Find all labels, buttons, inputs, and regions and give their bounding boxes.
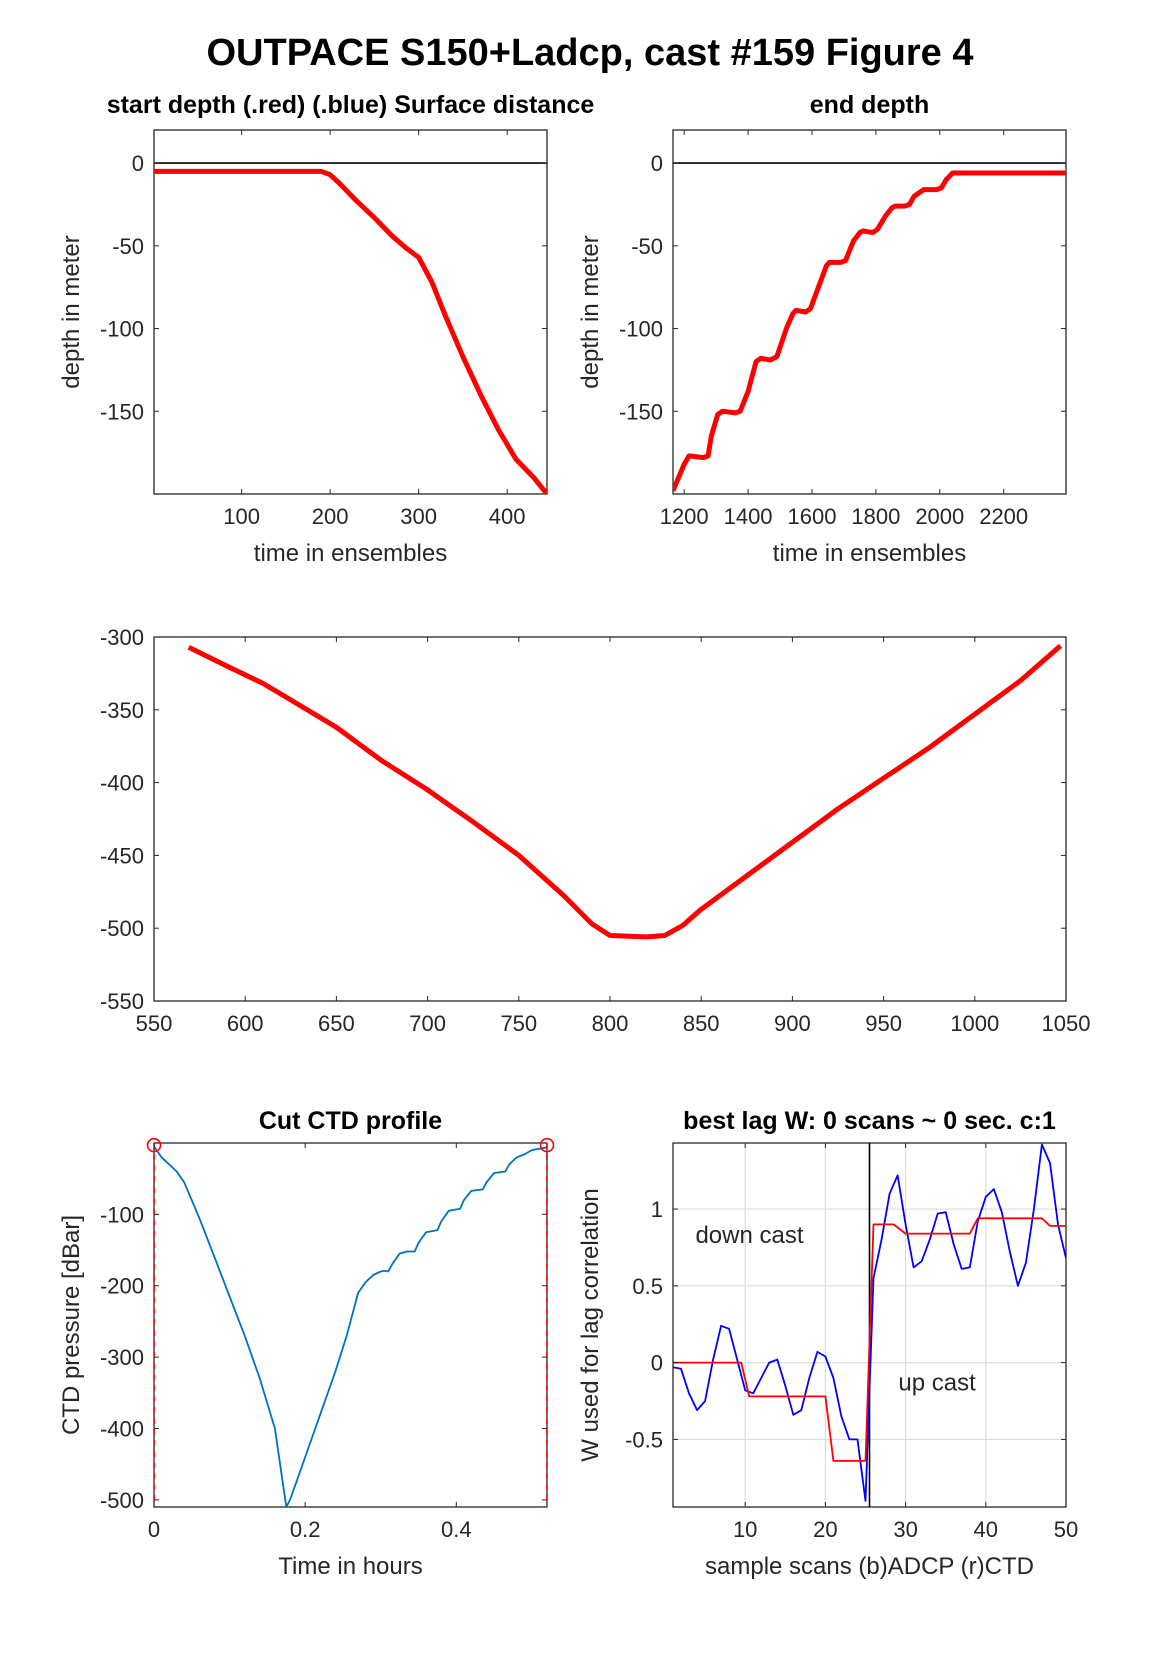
x-tick-label: 800: [592, 1011, 629, 1036]
y-tick-label: -350: [100, 698, 144, 723]
x-axis-label: sample scans (b)ADCP (r)CTD: [705, 1553, 1034, 1580]
y-tick-label: -400: [100, 771, 144, 796]
x-axis-label: time in ensembles: [254, 540, 447, 567]
chart-title: best lag W: 0 scans ~ 0 sec. c:1: [683, 1107, 1056, 1135]
series-line-adcp: [673, 1143, 1066, 1502]
x-tick-label: 1600: [788, 504, 837, 529]
x-tick-label: 400: [489, 504, 526, 529]
x-tick-label: 0.2: [290, 1517, 321, 1542]
y-tick-label: -100: [100, 317, 144, 342]
y-tick-label: -500: [100, 916, 144, 941]
x-tick-label: 1800: [851, 504, 900, 529]
y-tick-label: -450: [100, 843, 144, 868]
y-axis-label: CTD pressure [dBar]: [58, 1215, 85, 1435]
x-tick-label: 30: [893, 1517, 917, 1542]
x-tick-label: 1400: [724, 504, 773, 529]
plot-layer: [154, 162, 547, 494]
plot-layer: [154, 1143, 547, 1507]
series-line-0: [673, 170, 1066, 492]
x-tick-label: 600: [227, 1011, 264, 1036]
y-tick-label: 0.5: [632, 1274, 663, 1299]
plot-layer: [673, 162, 1066, 492]
chart-lag: down cast up cast 10 20 30 40 50 1 0.5 0 -0.5 best …: [577, 1107, 1078, 1580]
figure-title: OUTPACE S150+Ladcp, cast #159 Figure 4: [207, 32, 974, 74]
x-tick-label: 0: [148, 1517, 160, 1542]
y-tick-label: -300: [100, 625, 144, 650]
x-tick-label: 10: [733, 1517, 757, 1542]
y-tick-label: -150: [619, 399, 663, 424]
series-line-0: [154, 1146, 547, 1507]
plot-area: [153, 129, 548, 495]
x-tick-label: 40: [974, 1517, 998, 1542]
x-tick-label: 1000: [950, 1011, 999, 1036]
series-line-ctd: [673, 1217, 1066, 1462]
plot-area: [672, 129, 1067, 495]
y-tick-label: -0.5: [625, 1427, 663, 1452]
x-axis-label: time in ensembles: [773, 540, 966, 567]
plot-area: [153, 636, 1067, 1002]
series-line-0: [187, 643, 1063, 940]
plot-layer: [187, 643, 1063, 940]
x-tick-label: 50: [1054, 1517, 1078, 1542]
x-axis-label: Time in hours: [278, 1553, 423, 1580]
y-tick-label: -100: [100, 1202, 144, 1227]
plot-layer: [673, 1143, 1066, 1507]
annotation-label: up cast: [898, 1369, 976, 1396]
chart-start: 100 200 300 400 0 -50 -100 -150 start depth (.re…: [58, 91, 594, 567]
y-tick-label: -200: [100, 1274, 144, 1299]
x-tick-label: 20: [813, 1517, 837, 1542]
x-tick-label: 550: [136, 1011, 173, 1036]
y-tick-label: -400: [100, 1416, 144, 1441]
y-tick-label: -500: [100, 1488, 144, 1513]
x-tick-label: 650: [318, 1011, 355, 1036]
y-tick-label: 0: [651, 1351, 663, 1376]
chart-end: 1200 1400 1600 1800 2000 2200 0 -50 -100 -150 end …: [577, 91, 1067, 567]
x-tick-label: 750: [500, 1011, 537, 1036]
x-tick-label: 1050: [1042, 1011, 1091, 1036]
y-axis-label: W used for lag correlation: [577, 1188, 604, 1461]
x-tick-label: 100: [223, 504, 260, 529]
x-tick-label: 0.4: [441, 1517, 472, 1542]
y-tick-label: -50: [112, 234, 144, 259]
x-tick-label: 300: [400, 504, 437, 529]
annotation-label: down cast: [695, 1222, 803, 1249]
x-tick-label: 900: [774, 1011, 811, 1036]
y-tick-label: 1: [651, 1197, 663, 1222]
y-axis-label: depth in meter: [58, 235, 85, 388]
y-tick-label: -50: [631, 234, 663, 259]
x-tick-label: 850: [683, 1011, 720, 1036]
series-line-0: [154, 168, 547, 494]
y-tick-label: 0: [651, 151, 663, 176]
y-tick-label: -100: [619, 317, 663, 342]
plot-area: [153, 1142, 548, 1508]
y-tick-label: 0: [132, 151, 144, 176]
chart-ctd: 0 0.2 0.4 -100 -200 -300 -400 -500 Cut CTD profi…: [58, 1107, 555, 1580]
x-tick-label: 700: [409, 1011, 446, 1036]
endpoint-marker: [146, 1137, 162, 1153]
x-tick-label: 950: [865, 1011, 902, 1036]
y-tick-label: -150: [100, 399, 144, 424]
chart-title: end depth: [810, 91, 929, 119]
chart-title: start depth (.red) (.blue) Surface dista…: [107, 91, 595, 119]
y-tick-label: -300: [100, 1345, 144, 1370]
endpoint-marker: [539, 1137, 555, 1153]
y-axis-label: depth in meter: [577, 235, 604, 388]
chart-title: Cut CTD profile: [259, 1107, 442, 1135]
chart-middle: 550 600 650 700 750 800 850 900 950 1000 1050 -300 -…: [100, 625, 1091, 1036]
x-tick-label: 2000: [915, 504, 964, 529]
x-tick-label: 200: [312, 504, 349, 529]
x-tick-label: 1200: [660, 504, 709, 529]
y-tick-label: -550: [100, 989, 144, 1014]
x-tick-label: 2200: [979, 504, 1028, 529]
